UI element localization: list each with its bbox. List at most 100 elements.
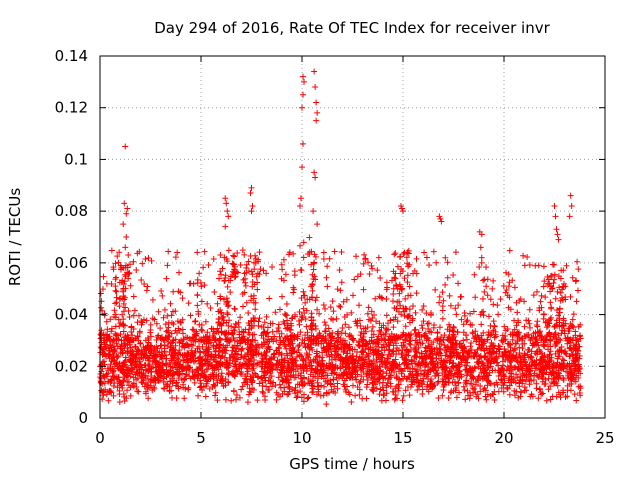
data-point [536, 305, 543, 312]
data-point [309, 281, 316, 288]
data-point [434, 348, 441, 355]
data-point [168, 351, 175, 358]
data-point [265, 386, 272, 393]
data-point [368, 308, 375, 315]
data-point [275, 321, 282, 328]
data-point [521, 262, 528, 269]
data-point [376, 320, 383, 327]
data-point [154, 345, 161, 352]
data-point [524, 347, 531, 354]
data-point [514, 329, 521, 336]
data-point [169, 319, 176, 326]
data-point [574, 350, 581, 357]
data-point [353, 376, 360, 383]
data-point [351, 346, 358, 353]
data-point [104, 326, 111, 333]
data-point [110, 382, 117, 389]
data-point [533, 365, 540, 372]
data-point [353, 320, 360, 327]
data-point [395, 387, 402, 394]
data-point [283, 345, 290, 352]
data-point [383, 384, 390, 391]
data-point [504, 325, 511, 332]
data-point [478, 321, 485, 328]
data-point [387, 380, 394, 387]
data-point [383, 370, 390, 377]
data-point [515, 353, 522, 360]
data-point [439, 303, 446, 310]
data-point [486, 369, 493, 376]
data-point [567, 192, 574, 199]
data-point [342, 330, 349, 337]
data-point [297, 363, 304, 370]
data-point [311, 68, 318, 75]
data-point [468, 369, 475, 376]
data-point [516, 366, 523, 373]
data-point [138, 370, 145, 377]
data-point [513, 322, 520, 329]
data-point [380, 322, 387, 329]
data-point [172, 342, 179, 349]
data-point [435, 365, 442, 372]
data-point [250, 386, 257, 393]
data-point [519, 341, 526, 348]
data-point [195, 355, 202, 362]
data-point [212, 354, 219, 361]
data-point [164, 262, 171, 269]
data-point [412, 309, 419, 316]
data-point [331, 369, 338, 376]
data-point [98, 298, 105, 305]
data-point [540, 367, 547, 374]
data-point [279, 376, 286, 383]
data-point [500, 388, 507, 395]
data-point [258, 351, 265, 358]
data-point [428, 329, 435, 336]
data-point [343, 296, 350, 303]
data-point [287, 336, 294, 343]
data-point [232, 306, 239, 313]
data-point [288, 315, 295, 322]
data-point [347, 353, 354, 360]
data-point [124, 372, 131, 379]
data-point [503, 269, 510, 276]
data-point [387, 335, 394, 342]
data-point [192, 317, 199, 324]
data-point [113, 288, 120, 295]
data-point [188, 347, 195, 354]
data-point [153, 336, 160, 343]
data-point [139, 379, 146, 386]
data-point [230, 388, 237, 395]
data-point [573, 337, 580, 344]
data-point [155, 363, 162, 370]
data-point [538, 292, 545, 299]
data-point [225, 364, 232, 371]
data-point [205, 261, 212, 268]
data-point [344, 361, 351, 368]
data-point [256, 271, 263, 278]
data-point [265, 333, 272, 340]
data-point [205, 340, 212, 347]
data-point [381, 336, 388, 343]
data-point [467, 310, 474, 317]
data-point [365, 353, 372, 360]
data-point [380, 387, 387, 394]
data-point [382, 337, 389, 344]
data-point [370, 357, 377, 364]
data-point [288, 350, 295, 357]
data-point [408, 357, 415, 364]
data-point [119, 369, 126, 376]
data-point [212, 347, 219, 354]
data-point [375, 347, 382, 354]
data-point [337, 287, 344, 294]
data-point [161, 385, 168, 392]
data-point [171, 371, 178, 378]
data-point [383, 279, 390, 286]
data-point [116, 398, 123, 405]
data-point [188, 357, 195, 364]
data-point [116, 249, 123, 256]
data-point [269, 383, 276, 390]
data-point [282, 312, 289, 319]
data-point [168, 340, 175, 347]
data-point [363, 373, 370, 380]
data-point [360, 333, 367, 340]
